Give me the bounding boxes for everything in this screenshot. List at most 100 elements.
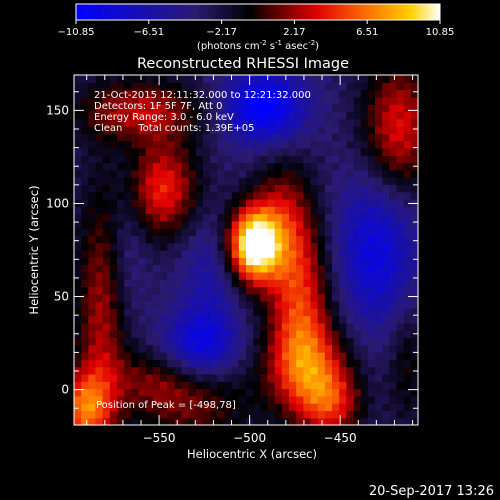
heatmap-cell [74,286,82,295]
heatmap-cell [324,96,333,105]
heatmap-cell [246,104,254,113]
heatmap-cell [353,417,362,426]
heatmap-cell [124,352,132,360]
heatmap-cell [88,359,97,368]
heatmap-cell [410,271,419,280]
heatmap-cell [124,140,132,149]
heatmap-cell [203,344,211,353]
heatmap-cell [102,344,111,353]
heatmap-cell [296,155,304,164]
heatmap-cell [274,293,283,302]
heatmap-cell [367,228,376,237]
heatmap-cell [367,118,376,127]
heatmap-cell [217,271,226,280]
heatmap-cell [260,169,269,178]
heatmap-cell [188,403,197,412]
heatmap-cell [181,308,190,317]
heatmap-cell [138,417,147,426]
heatmap-cell [267,308,276,317]
heatmap-cell [382,322,390,331]
heatmap-cell [203,359,211,368]
heatmap-cell [375,147,383,156]
heatmap-cell [138,286,147,295]
heatmap-cell [332,395,340,404]
heatmap-cell [224,206,233,215]
heatmap-cell [231,250,240,258]
heatmap-cell [367,111,376,120]
heatmap-cell [138,169,147,178]
heatmap-cell [324,235,333,244]
heatmap-cell [353,111,362,120]
heatmap-cell [117,228,125,237]
heatmap-cell [181,279,190,288]
heatmap-cell [367,155,376,164]
heatmap-cell [88,352,97,360]
heatmap-cell [109,388,118,397]
heatmap-cell [260,388,269,397]
heatmap-cell [174,147,183,156]
heatmap-cell [353,388,362,397]
heatmap-cell [360,286,369,295]
heatmap-cell [109,89,118,98]
heatmap-cell [145,118,154,127]
heatmap-cell [267,315,276,324]
heatmap-cell [188,308,197,317]
heatmap-cell [396,118,405,127]
heatmap-cell [410,337,419,346]
heatmap-cell [231,111,240,120]
heatmap-cell [124,388,132,397]
heatmap-cell [403,75,412,83]
heatmap-cell [160,344,168,353]
heatmap-cell [88,337,97,346]
heatmap-cell [303,82,312,91]
heatmap-cell [167,417,175,426]
heatmap-cell [145,264,154,273]
heatmap-cell [296,133,304,142]
heatmap-cell [138,228,147,237]
heatmap-cell [152,140,161,149]
heatmap-cell [109,286,118,295]
heatmap-cell [267,162,276,171]
heatmap-cell [102,235,111,244]
heatmap-cell [152,366,161,375]
heatmap-cell [339,133,347,142]
heatmap-cell [238,293,247,302]
heatmap-cell [181,118,190,127]
heatmap-cell [396,89,405,98]
heatmap-cell [88,344,97,353]
heatmap-cell [181,228,190,237]
heatmap-cell [102,220,111,229]
heatmap-cell [181,395,190,404]
heatmap-cell [353,301,362,309]
heatmap-cell [124,104,132,113]
heatmap-cell [267,169,276,178]
heatmap-cell [131,133,140,142]
heatmap-cell [253,403,261,412]
heatmap-cell [332,220,340,229]
heatmap-cell [260,271,269,280]
heatmap-cell [260,410,269,419]
heatmap-cell [174,228,183,237]
heatmap-cell [396,228,405,237]
heatmap-cell [367,337,376,346]
heatmap-cell [188,322,197,331]
heatmap-cell [188,271,197,280]
heatmap-cell [74,184,82,193]
heatmap-cell [210,206,218,215]
heatmap-cell [231,177,240,185]
heatmap-cell [246,308,254,317]
heatmap-cell [410,177,419,185]
heatmap-cell [317,308,326,317]
heatmap-cell [231,147,240,156]
heatmap-cell [324,184,333,193]
heatmap-cell [389,235,398,244]
heatmap-cell [74,293,82,302]
heatmap-cell [310,352,319,360]
heatmap-cell [95,330,104,339]
heatmap-cell [231,206,240,215]
heatmap-cell [238,337,247,346]
heatmap-cell [167,184,175,193]
heatmap-cell [382,359,390,368]
heatmap-cell [145,315,154,324]
heatmap-cell [131,206,140,215]
